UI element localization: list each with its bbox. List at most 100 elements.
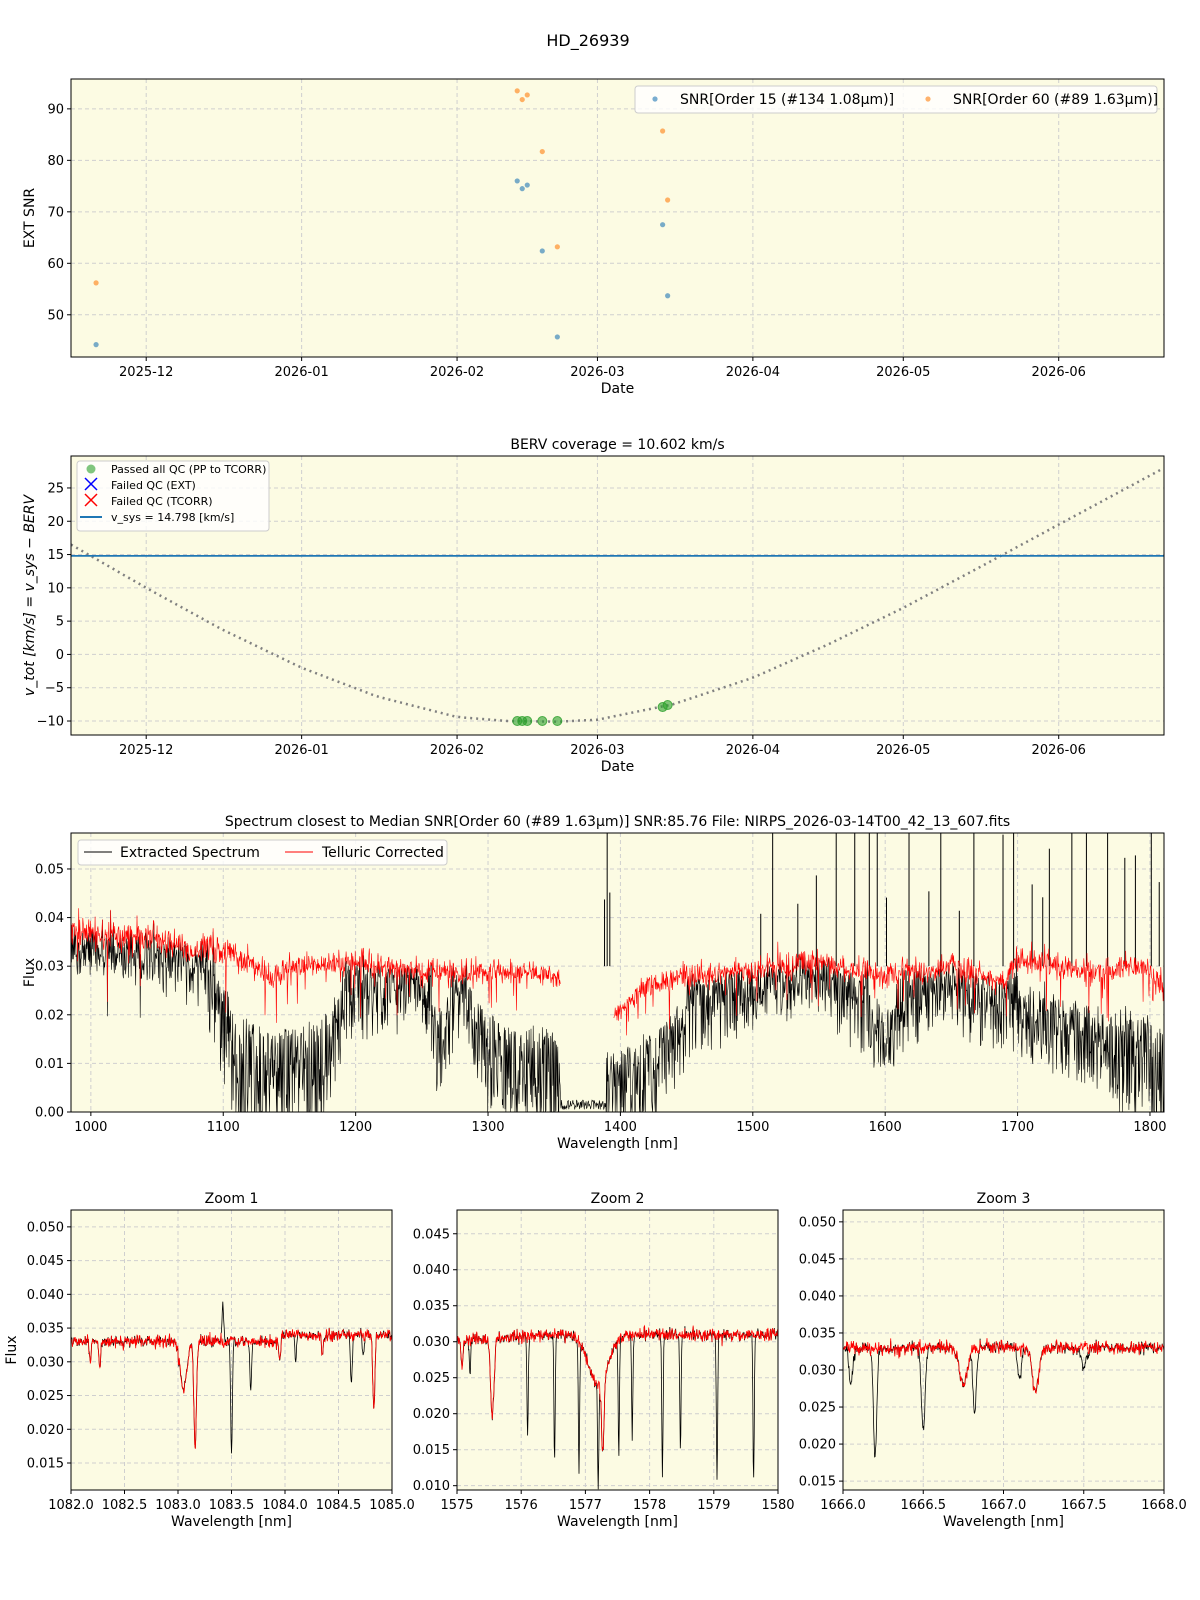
x-tick-label: 2026-06 [1032, 365, 1086, 380]
panel-4: 1082.0 1082.5 1083.0 1083.5 1084.0 1084.5 1085… [4, 1191, 415, 1530]
y-tick-label: 60 [47, 257, 64, 272]
x-tick-label: 2026-05 [876, 743, 930, 758]
x-tick-label: 2026-03 [570, 365, 624, 380]
x-tick-label: 1400 [604, 1120, 637, 1135]
x-tick-label: 1580 [761, 1498, 794, 1513]
y-tick-label: 0.030 [413, 1335, 450, 1350]
snr-point [524, 182, 530, 188]
y-axis-label: Flux [22, 958, 38, 987]
x-tick-label: 1100 [207, 1120, 240, 1135]
y-tick-label: 0.045 [413, 1227, 450, 1242]
x-tick-label: 1667.5 [1061, 1498, 1107, 1513]
x-tick-label: 2025-12 [119, 365, 173, 380]
legend-marker [652, 96, 658, 102]
legend-marker-failed-tcorr [84, 493, 98, 507]
x-tick-label: 1700 [1001, 1120, 1034, 1135]
y-axis-label: v_tot [km/s] = v_sys − BERV [22, 494, 38, 697]
axes-frame [456, 1209, 779, 1491]
y-tick-label: 90 [47, 102, 64, 117]
x-tick-label: 1082.5 [102, 1498, 148, 1513]
x-tick-label: 2026-04 [726, 365, 780, 380]
y-axis-label: EXT SNR [22, 188, 38, 249]
axes-frame [70, 455, 1165, 736]
x-tick-label: 2026-03 [570, 743, 624, 758]
y-tick-label: 0.035 [413, 1299, 450, 1314]
panel-1: 2025-12 2026-01 2026-02 2026-03 2026-04 2026-… [22, 78, 1165, 397]
x-tick-label: 1000 [74, 1120, 107, 1135]
y-tick-label: 0.02 [35, 1008, 64, 1023]
axes-frame [70, 1209, 393, 1491]
snr-point [524, 92, 530, 98]
x-axis-label: Wavelength [nm] [557, 1136, 678, 1152]
snr-point [554, 334, 560, 340]
x-tick-label: 1084.0 [262, 1498, 308, 1513]
x-tick-label: 1578 [633, 1498, 666, 1513]
chart-title: Spectrum closest to Median SNR[Order 60 … [225, 814, 1010, 830]
snr-point [514, 88, 520, 94]
y-tick-label: 0.01 [35, 1057, 64, 1072]
y-tick-label: 0.025 [413, 1371, 450, 1386]
snr-point [93, 280, 99, 286]
x-tick-label: 1666.0 [820, 1498, 866, 1513]
y-tick-label: 0.015 [27, 1457, 64, 1472]
snr-point [665, 197, 671, 203]
legend-box [634, 85, 1158, 114]
plot-content [71, 833, 1164, 1112]
legend-label: SNR[Order 60 (#89 1.63μm)] [953, 92, 1158, 108]
chart-title: Zoom 2 [591, 1191, 645, 1207]
panel-2: 2025-12 2026-01 2026-02 2026-03 2026-04 2026-… [22, 437, 1165, 775]
passed-qc-point [537, 716, 548, 727]
x-axis-label: Wavelength [nm] [943, 1514, 1064, 1530]
y-tick-label: 50 [47, 308, 64, 323]
y-tick-label: 80 [47, 154, 64, 169]
figure-title: HD_26939 [546, 31, 629, 51]
y-tick-label: 0.045 [27, 1254, 64, 1269]
y-tick-label: 70 [47, 205, 64, 220]
x-tick-label: 1666.5 [901, 1498, 947, 1513]
legend-label: Failed QC (TCORR) [111, 495, 213, 508]
x-tick-label: 1579 [697, 1498, 730, 1513]
y-tick-label: 0.040 [27, 1288, 64, 1303]
x-tick-label: 1800 [1133, 1120, 1166, 1135]
berv-curve [71, 468, 1163, 723]
x-tick-label: 2025-12 [119, 743, 173, 758]
snr-point [665, 293, 671, 299]
x-tick-label: 2026-05 [876, 365, 930, 380]
x-tick-label: 1083.5 [209, 1498, 255, 1513]
y-tick-label: 0.040 [413, 1263, 450, 1278]
passed-qc-point [552, 716, 563, 727]
y-tick-label: 0.020 [799, 1438, 836, 1453]
snr-point [519, 96, 525, 103]
x-axis-label: Wavelength [nm] [557, 1514, 678, 1530]
y-tick-label: 0.05 [35, 862, 64, 877]
x-axis-label: Wavelength [nm] [171, 1514, 292, 1530]
y-tick-label: 0.025 [799, 1401, 836, 1416]
plot-content [93, 88, 671, 348]
y-tick-label: 0.015 [413, 1443, 450, 1458]
y-tick-label: 20 [47, 515, 64, 530]
plot-content [71, 468, 1164, 727]
plot-content [71, 1301, 392, 1454]
chart-title: Zoom 3 [977, 1191, 1031, 1207]
legend-box [77, 839, 448, 866]
plot-content [457, 1324, 778, 1490]
y-tick-label: 25 [47, 481, 64, 496]
y-tick-label: 0.010 [413, 1479, 450, 1494]
x-axis-label: Date [601, 759, 634, 775]
y-tick-label: 0.050 [27, 1220, 64, 1235]
telluric-corrected-line [71, 908, 561, 1023]
telluric-corrected-line [843, 1338, 1164, 1394]
x-axis-label: Date [601, 381, 634, 397]
x-tick-label: 1500 [736, 1120, 769, 1135]
x-tick-label: 1085.0 [369, 1498, 415, 1513]
telluric-corrected-line [457, 1324, 778, 1452]
x-tick-label: 1667.0 [981, 1498, 1027, 1513]
y-tick-label: 15 [47, 548, 64, 563]
extracted-spectrum-line [71, 910, 1164, 1112]
x-tick-label: 1576 [505, 1498, 538, 1513]
legend-label: Extracted Spectrum [120, 845, 260, 861]
chart-title: Zoom 1 [205, 1191, 259, 1207]
plot-content [843, 1338, 1164, 1458]
x-tick-label: 1083.0 [155, 1498, 201, 1513]
panel-6: 1666.0 1666.5 1667.0 1667.5 1668.0 0.015 0.020… [799, 1191, 1187, 1530]
